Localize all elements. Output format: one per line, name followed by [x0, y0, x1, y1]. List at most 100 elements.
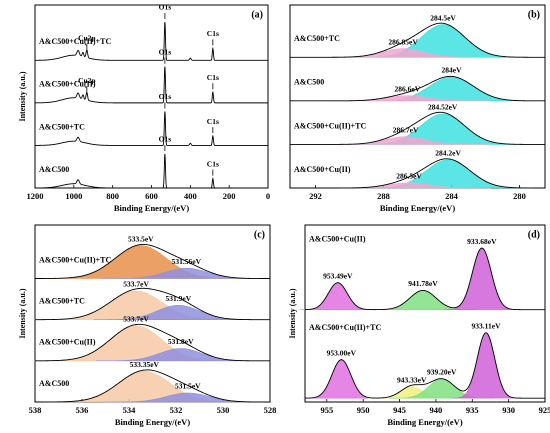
x-tick-label: 800 [106, 191, 119, 201]
x-axis-label: Binding Energy/(eV) [115, 417, 190, 427]
panel-label: (c) [254, 229, 265, 240]
peak-value-label: 286.5eV [396, 171, 422, 180]
series-label: A&C500+TC [294, 34, 340, 43]
peak-annotation: C1s [207, 73, 219, 82]
peak-value-label: 531.5eV [175, 382, 201, 391]
series-label: A&C500+TC [39, 122, 85, 131]
peak-annotation: O1s [159, 135, 172, 144]
peak-value-label: 284.52eV [428, 103, 458, 112]
x-tick-label: 930 [502, 405, 515, 415]
x-tick-label: 538 [29, 405, 42, 415]
peak-annotation: C1s [207, 159, 219, 168]
spectrum [304, 332, 545, 399]
spectrum [290, 75, 545, 102]
x-axis-label: Binding Energy/(eV) [380, 203, 455, 213]
series-label: A&C500 [294, 78, 324, 87]
x-tick-label: 534 [123, 405, 137, 415]
spectrum [35, 243, 270, 279]
peak-value-label: 533.35eV [130, 360, 160, 369]
peak-annotation: Cu2p [78, 33, 96, 42]
series-label: A&C500 [39, 165, 69, 174]
x-tick-label: 200 [223, 191, 236, 201]
x-tick-label: 935 [466, 405, 479, 415]
spectrum [35, 153, 268, 189]
x-tick-label: 925 [539, 405, 550, 415]
x-tick-label: 940 [430, 405, 443, 415]
series-label: A&C500 [39, 379, 69, 388]
series-label: A&C500+Cu(II) [309, 234, 366, 243]
x-tick-label: 532 [170, 405, 183, 415]
peak-value-label: 284eV [442, 66, 463, 75]
spectrum [35, 287, 270, 321]
series-label: A&C500+Cu(II)+TC [294, 121, 366, 130]
peak-value-label: 943.33eV [397, 375, 427, 384]
x-tick-label: 0 [266, 191, 270, 201]
peak-annotation: O1s [159, 92, 172, 101]
x-tick-label: 288 [377, 191, 390, 201]
x-tick-label: 945 [393, 405, 406, 415]
spectrum [35, 66, 268, 104]
x-tick-label: 530 [217, 405, 230, 415]
plot-frame [34, 4, 269, 189]
x-tick-label: 600 [145, 191, 158, 201]
x-tick-label: 955 [320, 405, 333, 415]
x-tick-label: 536 [76, 405, 89, 415]
spectrum [34, 21, 268, 61]
spectrum [35, 369, 271, 403]
fit-component [359, 159, 537, 189]
peak-annotation: O1s [159, 3, 172, 12]
spectrum [35, 323, 270, 362]
spectrum [290, 22, 545, 58]
x-tick-label: 1000 [65, 191, 82, 201]
x-axis-label: Binding Energy/(eV) [114, 203, 189, 213]
y-axis-label: Intensity (a.u.) [18, 288, 27, 338]
peak-value-label: 953.00eV [327, 348, 357, 357]
series-label: A&C500+TC [39, 297, 85, 306]
series-label: A&C500+Cu(II) [294, 165, 351, 174]
peak-value-label: 939.20eV [427, 368, 457, 377]
fit-component [303, 359, 380, 399]
spectrum [290, 111, 545, 145]
peak-value-label: 933.68eV [467, 237, 497, 246]
peak-value-label: 941.78eV [408, 279, 438, 288]
peak-value-label: 533.5eV [128, 234, 154, 243]
series-label: A&C500+Cu(II)+TC [39, 255, 111, 264]
x-tick-label: 400 [184, 191, 197, 201]
x-tick-label: 280 [513, 191, 526, 201]
peak-annotation: C1s [207, 117, 219, 126]
peak-value-label: 531.56eV [172, 257, 202, 266]
series-label: A&C500+Cu(II)+TC [39, 37, 111, 46]
panel-label: (a) [251, 9, 263, 20]
series-label: A&C500+Cu(II) [39, 338, 96, 347]
spectrum [34, 111, 268, 146]
peak-value-label: 533.7eV [123, 315, 149, 324]
x-tick-label: 528 [264, 405, 277, 415]
series-label: A&C500+Cu(II) [39, 80, 96, 89]
peak-value-label: 531.9eV [166, 294, 192, 303]
panel-label: (d) [528, 229, 540, 240]
fit-component [444, 247, 520, 310]
y-axis-label: Intensity (a.u.) [288, 288, 297, 338]
spectrum [304, 247, 545, 311]
x-tick-label: 1200 [27, 191, 44, 201]
peak-annotation: O1s [159, 47, 172, 56]
plot-frame [304, 224, 546, 403]
peak-value-label: 953.49eV [323, 271, 353, 280]
y-axis-label: Intensity (a.u.) [18, 71, 27, 121]
peak-value-label: 933.11eV [472, 321, 502, 330]
spectrum [290, 158, 545, 189]
peak-annotation: C1s [207, 29, 219, 38]
peak-value-label: 286.7eV [393, 125, 419, 134]
x-tick-label: 292 [309, 191, 322, 201]
peak-value-label: 531.8eV [168, 337, 194, 346]
peak-value-label: 286.6eV [394, 84, 420, 93]
x-tick-label: 950 [357, 405, 370, 415]
fit-component [451, 332, 521, 399]
x-tick-label: 284 [445, 191, 459, 201]
peak-value-label: 533.7eV [123, 280, 149, 289]
peak-value-label: 284.2eV [435, 148, 461, 157]
fit-component [299, 282, 376, 310]
peak-value-label: 284.5eV [430, 13, 456, 22]
peak-annotation: Cu2p [78, 76, 96, 85]
